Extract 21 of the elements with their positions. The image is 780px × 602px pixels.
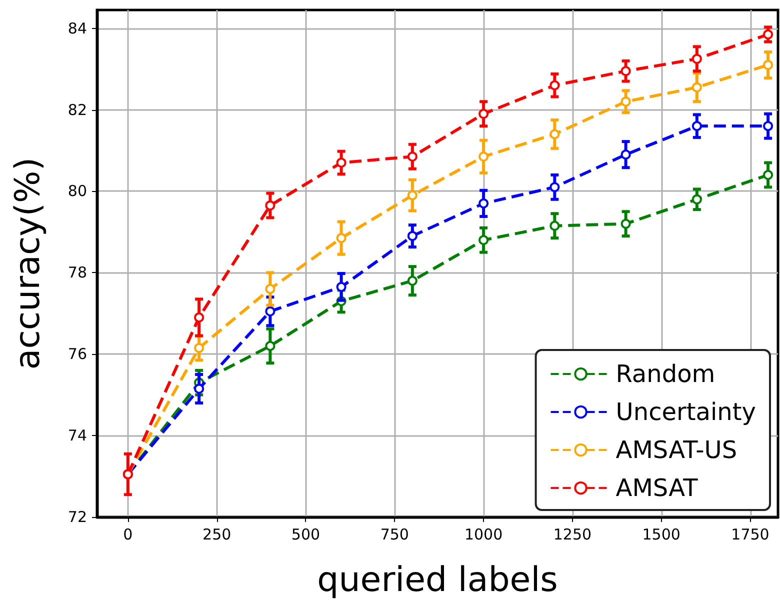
x-tick-label: 1500 — [642, 526, 680, 544]
y-tick-label: 84 — [68, 19, 87, 38]
x-tick-label: 1750 — [731, 526, 770, 544]
x-tick-label: 1000 — [464, 526, 503, 544]
legend-label: Random — [616, 360, 716, 388]
legend-label: AMSAT — [616, 474, 698, 502]
legend-label: AMSAT-US — [616, 436, 738, 464]
legend-label: Uncertainty — [616, 398, 756, 426]
y-tick-label: 80 — [68, 182, 87, 200]
y-tick-label: 72 — [68, 508, 87, 526]
x-tick-label: 500 — [291, 526, 320, 544]
x-tick-label: 0 — [123, 526, 133, 544]
y-axis-title: accuracy(%) — [8, 157, 48, 370]
x-tick-label: 750 — [380, 526, 409, 544]
x-axis-title: queried labels — [317, 560, 558, 600]
y-tick-label: 74 — [68, 426, 87, 445]
y-tick-label: 82 — [68, 100, 87, 119]
x-tick-label: 250 — [202, 526, 232, 544]
x-tick-label: 1250 — [553, 526, 592, 544]
y-tick-label: 76 — [68, 345, 87, 364]
y-tick-label: 78 — [68, 264, 87, 282]
